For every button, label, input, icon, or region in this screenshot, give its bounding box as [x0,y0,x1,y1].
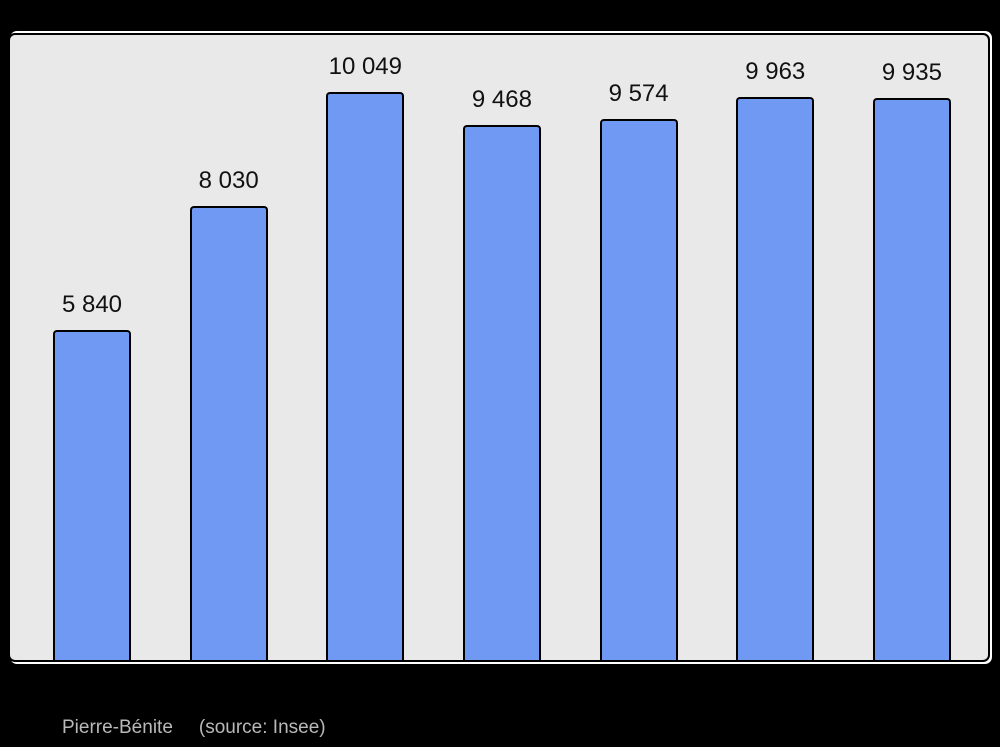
bar-value-label: 9 468 [471,85,532,113]
bar-value-label: 10 049 [328,53,402,80]
bar-value-label: 9 963 [745,57,806,85]
chart-caption: Pierre-Bénite (source: Insee) [62,717,326,739]
caption-place-label: Pierre-Bénite [62,717,173,738]
bar [462,124,541,660]
bar [53,329,131,660]
bar-value-label: 9 574 [608,79,669,107]
bar-value-label: 5 840 [61,290,123,318]
bar [599,118,678,660]
bar [189,206,268,660]
chart-panel: 5 840 8 030 10 049 9 468 9 574 9 963 9 935 [8,33,990,662]
caption-source-label: (source: Insee) [198,717,326,738]
bar-value-label: 9 935 [881,59,942,87]
bar-value-label: 8 030 [198,167,259,195]
plot-area: 5 840 8 030 10 049 9 468 9 574 9 963 9 935 [10,35,988,660]
bar [736,96,815,660]
bar [872,98,951,660]
bar [326,92,405,660]
